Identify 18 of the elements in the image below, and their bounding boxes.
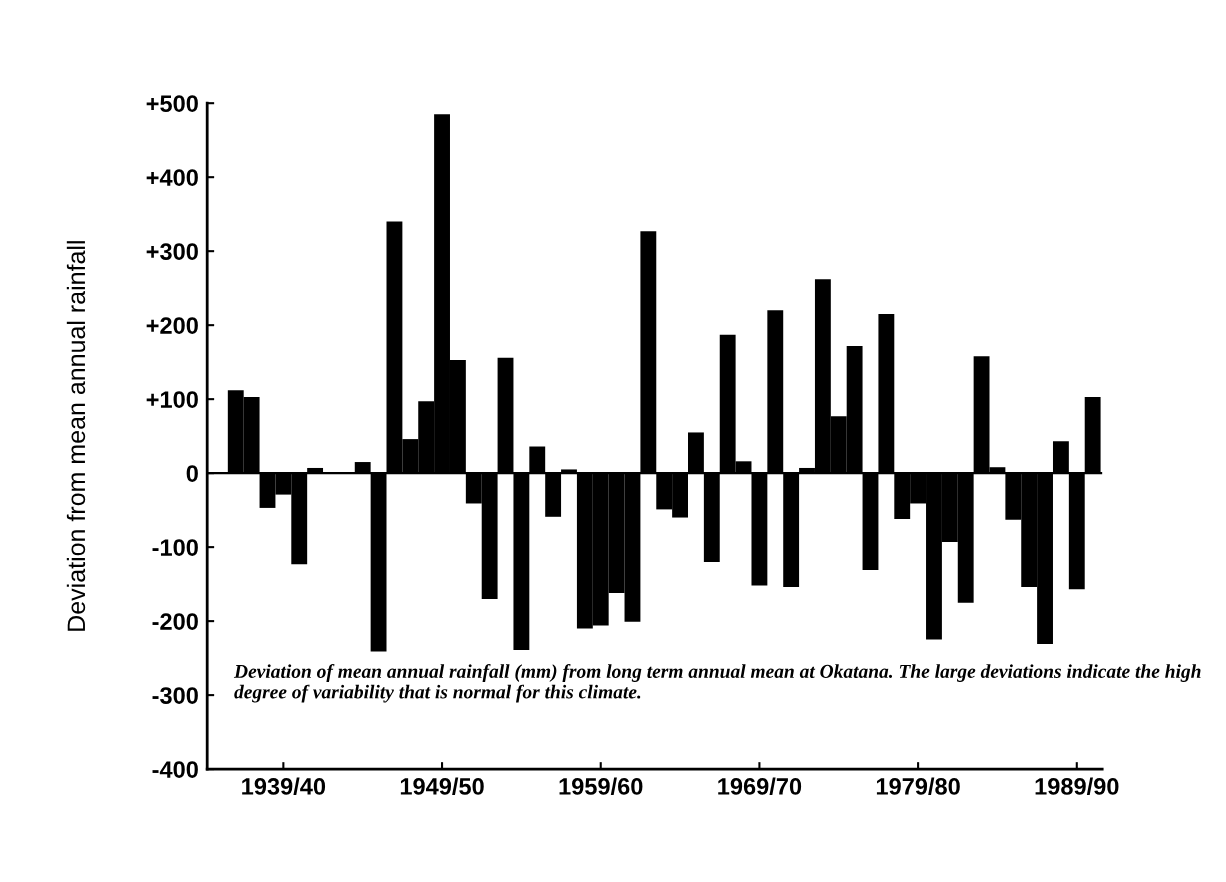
y-tick-label: -100 xyxy=(152,539,198,556)
x-tick-label: 1979/80 xyxy=(876,777,960,796)
x-tick-label: 1959/60 xyxy=(559,777,643,796)
y-tick-label: 0 xyxy=(186,465,198,482)
y-tick-label: -400 xyxy=(152,761,198,778)
y-tick-label: -200 xyxy=(152,613,198,630)
y-axis-title: Deviation from mean annual rainfall xyxy=(66,241,86,631)
x-tick-label: 1939/40 xyxy=(242,777,326,796)
annotation: Deviation of mean annual rainfall (mm) from long term annual mean at Okatana. The large deviations indicate the high degree of variability that is normal for this climate. xyxy=(233,664,1201,703)
x-tick-label: 1949/50 xyxy=(400,777,484,796)
y-tick-label: -300 xyxy=(152,687,198,704)
x-tick-label: 1969/70 xyxy=(718,777,802,796)
y-tick-label: +400 xyxy=(146,169,198,186)
y-tick-label: +100 xyxy=(146,391,198,408)
y-tick-label: +200 xyxy=(146,317,198,334)
x-tick-label: 1989/90 xyxy=(1035,777,1119,796)
y-tick-label: +300 xyxy=(146,243,198,260)
y-tick-label: +500 xyxy=(146,95,198,112)
